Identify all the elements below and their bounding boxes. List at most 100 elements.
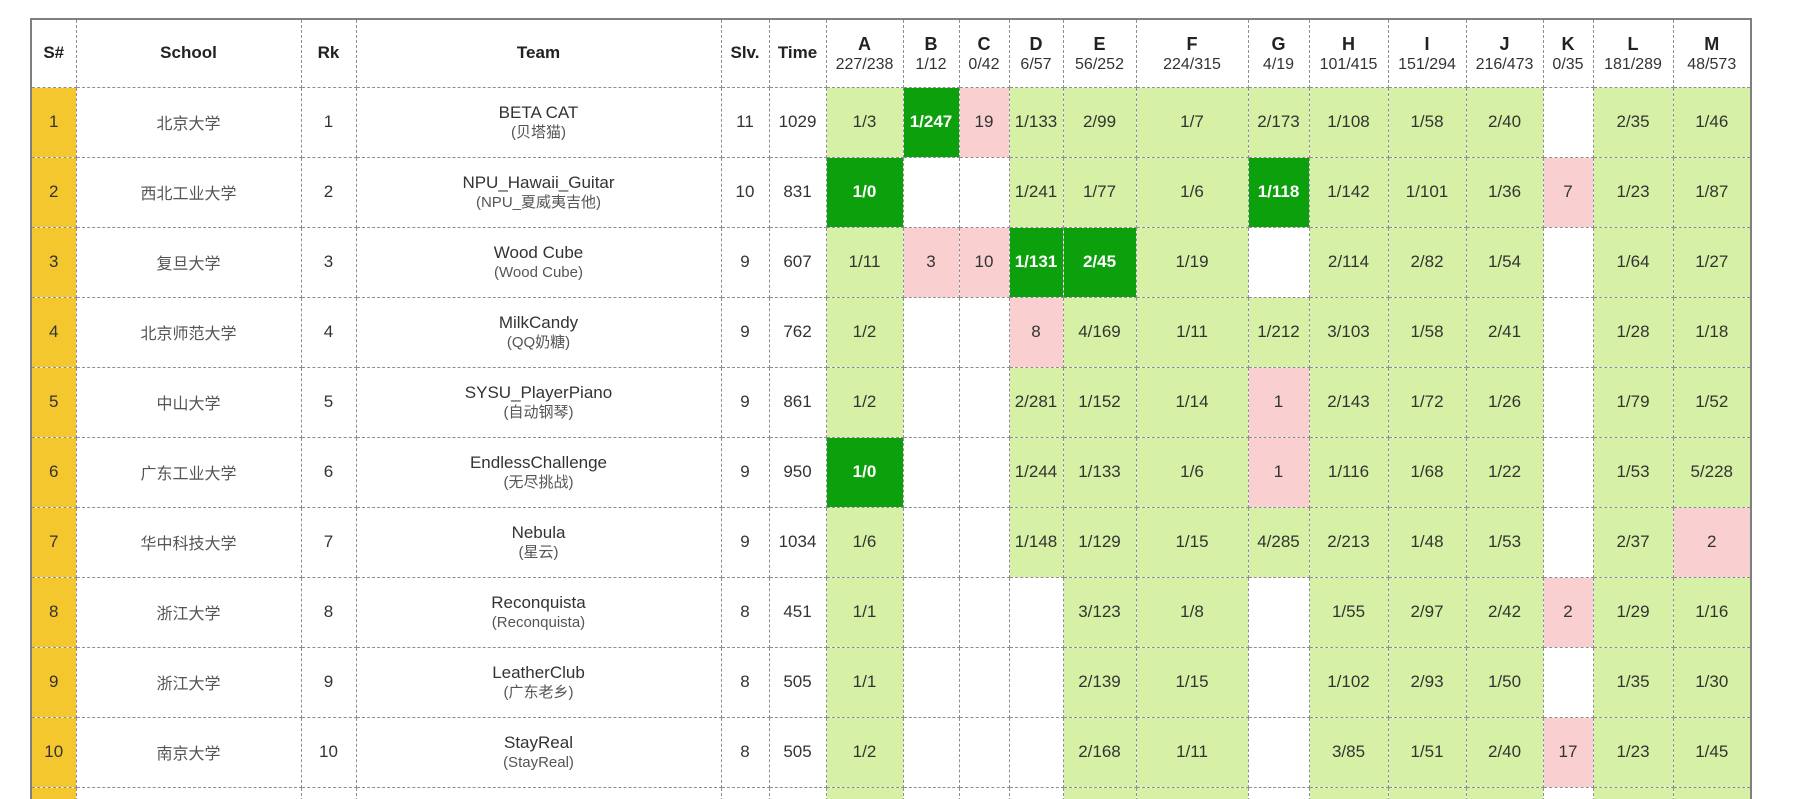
team-subtitle: (广东老乡) <box>503 684 574 701</box>
problem-stats: 48/573 <box>1687 55 1737 73</box>
header-problem-E: E 56/252 <box>1062 18 1137 88</box>
problem-cell-L: 2/35 <box>1592 86 1674 158</box>
rk-cell: 10 <box>300 716 357 788</box>
problem-cell-F: 1/8 <box>1135 576 1249 648</box>
problem-cell-J: 2/42 <box>1465 576 1544 648</box>
team-subtitle: (无尽挑战) <box>503 474 574 491</box>
team-name: Nebula <box>511 523 566 542</box>
team-cell: Nebula (星云) <box>355 506 722 578</box>
problem-cell-A: 1/1 <box>825 646 904 718</box>
header-team: Team <box>355 18 722 88</box>
problem-cell-F <box>1135 786 1249 799</box>
header-problem-A: A 227/238 <box>825 18 904 88</box>
problem-cell-D: 1/148 <box>1008 506 1064 578</box>
problem-stats: 101/415 <box>1319 55 1378 73</box>
time-cell: 505 <box>768 716 827 788</box>
problem-cell-C: 10 <box>958 226 1010 298</box>
header-snum: S# <box>30 18 77 88</box>
problem-cell-J <box>1465 786 1544 799</box>
problem-stats: 4/19 <box>1262 55 1295 73</box>
table-row: 10 南京大学 10 StayReal (StayReal) 8 505 1/2 2/168 1/… <box>30 716 1752 788</box>
problem-cell-G: 1 <box>1247 436 1310 508</box>
solved-count-cell: 9 <box>720 506 770 578</box>
problem-letter: E <box>1093 33 1106 54</box>
problem-cell-L: 1/35 <box>1592 646 1674 718</box>
problem-cell-L <box>1592 786 1674 799</box>
problem-cell-L: 1/79 <box>1592 366 1674 438</box>
problem-stats: 6/57 <box>1020 55 1052 73</box>
solved-count-cell: 9 <box>720 296 770 368</box>
problem-cell-H: 1/116 <box>1308 436 1389 508</box>
solved-count-cell: 11 <box>720 86 770 158</box>
problem-cell-D: 2/281 <box>1008 366 1064 438</box>
problem-cell-C <box>958 156 1010 228</box>
problem-cell-H: 1/108 <box>1308 86 1389 158</box>
problem-cell-D <box>1008 646 1064 718</box>
problem-cell-I: 2/93 <box>1387 646 1467 718</box>
time-cell: 505 <box>768 646 827 718</box>
school-cell: 广东工业大学 <box>75 436 302 508</box>
rk-cell: 4 <box>300 296 357 368</box>
time-cell: 607 <box>768 226 827 298</box>
time-cell: 861 <box>768 366 827 438</box>
problem-cell-J: 1/26 <box>1465 366 1544 438</box>
problem-cell-M: 1/45 <box>1672 716 1752 788</box>
problem-cell-F: 1/11 <box>1135 716 1249 788</box>
rk-cell: 9 <box>300 646 357 718</box>
team-name: Wood Cube <box>493 243 584 262</box>
rank-cell: 10 <box>30 716 77 788</box>
problem-cell-C <box>958 786 1010 799</box>
school-cell: 南京大学 <box>75 716 302 788</box>
rk-cell: 1 <box>300 86 357 158</box>
problem-stats: 0/35 <box>1552 55 1584 73</box>
problem-cell-M: 5/228 <box>1672 436 1752 508</box>
problem-cell-B <box>902 366 960 438</box>
problem-cell-G <box>1247 646 1310 718</box>
problem-cell-D: 1/241 <box>1008 156 1064 228</box>
scoreboard-table: S# School Rk Team Slv. Time A 227/238 B 1/1… <box>30 18 1752 799</box>
problem-cell-G: 1 <box>1247 366 1310 438</box>
problem-cell-L: 1/29 <box>1592 576 1674 648</box>
problem-cell-G <box>1247 786 1310 799</box>
problem-letter: A <box>858 33 871 54</box>
rk-cell: 2 <box>300 156 357 228</box>
problem-cell-H: 3/85 <box>1308 716 1389 788</box>
problem-stats: 224/315 <box>1163 55 1221 73</box>
problem-cell-K <box>1542 786 1594 799</box>
problem-cell-A: 1/11 <box>825 226 904 298</box>
school-cell <box>75 786 302 799</box>
time-cell: 950 <box>768 436 827 508</box>
problem-cell-D: 1/133 <box>1008 86 1064 158</box>
team-cell <box>355 786 722 799</box>
problem-cell-C: 19 <box>958 86 1010 158</box>
problem-stats: 1/12 <box>915 55 947 73</box>
problem-cell-H: 2/114 <box>1308 226 1389 298</box>
problem-cell-K <box>1542 646 1594 718</box>
problem-cell-G <box>1247 576 1310 648</box>
rank-cell: 4 <box>30 296 77 368</box>
solved-count-cell: 8 <box>720 646 770 718</box>
problem-letter: F <box>1186 33 1198 54</box>
problem-cell-E: 1/77 <box>1062 156 1137 228</box>
problem-cell-A: 1/2 <box>825 366 904 438</box>
team-subtitle: (StayReal) <box>503 754 574 771</box>
team-subtitle: (NPU_夏威夷吉他) <box>475 194 601 211</box>
team-subtitle: (星云) <box>518 544 559 561</box>
problem-cell-J: 2/41 <box>1465 296 1544 368</box>
school-cell: 复旦大学 <box>75 226 302 298</box>
rank-cell: 7 <box>30 506 77 578</box>
problem-cell-B <box>902 716 960 788</box>
problem-cell-K <box>1542 86 1594 158</box>
header-row: S# School Rk Team Slv. Time A 227/238 B 1/1… <box>30 18 1752 88</box>
header-problem-H: H 101/415 <box>1308 18 1389 88</box>
problem-cell-K: 2 <box>1542 576 1594 648</box>
problem-cell-E: 2/139 <box>1062 646 1137 718</box>
problem-cell-E <box>1062 786 1137 799</box>
header-problem-F: F 224/315 <box>1135 18 1249 88</box>
problem-cell-F: 1/6 <box>1135 436 1249 508</box>
problem-cell-K: 17 <box>1542 716 1594 788</box>
rk-cell: 7 <box>300 506 357 578</box>
header-problem-B: B 1/12 <box>902 18 960 88</box>
problem-cell-H: 1/142 <box>1308 156 1389 228</box>
problem-letter: J <box>1499 33 1510 54</box>
